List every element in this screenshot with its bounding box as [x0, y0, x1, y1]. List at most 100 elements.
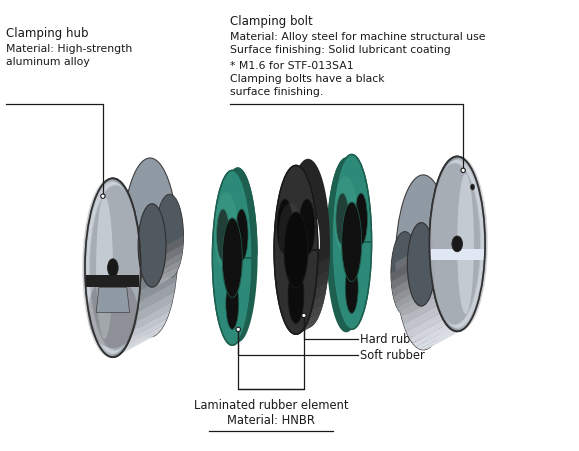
Polygon shape: [398, 277, 433, 306]
Polygon shape: [164, 252, 182, 269]
Polygon shape: [144, 271, 164, 284]
Ellipse shape: [431, 158, 486, 330]
Polygon shape: [430, 325, 468, 347]
Ellipse shape: [278, 203, 303, 262]
Polygon shape: [165, 244, 183, 262]
Polygon shape: [395, 294, 413, 308]
Ellipse shape: [430, 160, 483, 327]
Polygon shape: [283, 312, 298, 325]
Circle shape: [236, 327, 240, 331]
Ellipse shape: [432, 156, 488, 331]
Polygon shape: [397, 299, 416, 312]
Ellipse shape: [89, 184, 141, 351]
Polygon shape: [399, 288, 435, 316]
Text: Clamping bolts have a black: Clamping bolts have a black: [230, 74, 385, 84]
Ellipse shape: [214, 192, 238, 271]
Polygon shape: [157, 271, 177, 284]
Ellipse shape: [138, 204, 166, 287]
Polygon shape: [400, 303, 419, 314]
Polygon shape: [391, 272, 408, 289]
Text: Hard rubber: Hard rubber: [360, 333, 429, 346]
Polygon shape: [146, 275, 167, 286]
Polygon shape: [416, 328, 453, 349]
Polygon shape: [292, 327, 308, 334]
Polygon shape: [392, 281, 410, 296]
Polygon shape: [316, 269, 329, 288]
Text: Clamping hub: Clamping hub: [6, 27, 89, 40]
Polygon shape: [417, 272, 435, 289]
Polygon shape: [314, 281, 328, 299]
Ellipse shape: [471, 184, 475, 190]
Polygon shape: [413, 294, 431, 308]
Polygon shape: [409, 320, 446, 343]
Ellipse shape: [156, 194, 184, 278]
Text: Material: High-strength: Material: High-strength: [6, 44, 133, 54]
Ellipse shape: [431, 158, 486, 329]
Polygon shape: [289, 324, 305, 333]
Polygon shape: [212, 167, 258, 258]
Polygon shape: [408, 303, 427, 314]
Polygon shape: [299, 324, 315, 333]
Polygon shape: [296, 327, 312, 334]
Ellipse shape: [334, 176, 358, 255]
Polygon shape: [135, 292, 174, 322]
Polygon shape: [278, 293, 292, 309]
Polygon shape: [431, 249, 483, 260]
Ellipse shape: [452, 236, 463, 252]
Polygon shape: [138, 236, 156, 253]
Polygon shape: [162, 259, 181, 275]
Polygon shape: [166, 236, 184, 253]
Polygon shape: [443, 297, 479, 324]
Ellipse shape: [431, 160, 484, 328]
Polygon shape: [406, 313, 444, 338]
Polygon shape: [395, 244, 430, 274]
Polygon shape: [427, 328, 464, 349]
Polygon shape: [450, 255, 485, 285]
Circle shape: [461, 168, 466, 173]
Polygon shape: [140, 259, 178, 291]
Ellipse shape: [429, 156, 485, 331]
Ellipse shape: [391, 231, 419, 315]
Polygon shape: [318, 243, 330, 263]
Ellipse shape: [395, 175, 451, 350]
Polygon shape: [419, 264, 435, 281]
Ellipse shape: [277, 199, 293, 255]
Ellipse shape: [96, 196, 113, 339]
Polygon shape: [123, 325, 164, 350]
Polygon shape: [142, 266, 162, 280]
Ellipse shape: [299, 199, 315, 255]
Polygon shape: [86, 275, 140, 287]
Polygon shape: [332, 154, 372, 329]
Polygon shape: [149, 277, 170, 287]
Ellipse shape: [90, 185, 141, 350]
Polygon shape: [141, 259, 160, 275]
Polygon shape: [141, 248, 178, 280]
Polygon shape: [410, 299, 429, 312]
Polygon shape: [86, 271, 124, 302]
Polygon shape: [85, 259, 123, 291]
Polygon shape: [309, 303, 324, 318]
Polygon shape: [133, 302, 172, 331]
Polygon shape: [89, 292, 128, 322]
Polygon shape: [312, 293, 326, 309]
Polygon shape: [130, 311, 170, 339]
Polygon shape: [393, 288, 412, 303]
Ellipse shape: [83, 179, 138, 356]
Ellipse shape: [86, 182, 140, 354]
Polygon shape: [327, 157, 366, 332]
Polygon shape: [212, 170, 252, 345]
Polygon shape: [397, 267, 431, 296]
Ellipse shape: [336, 193, 349, 245]
Polygon shape: [102, 330, 143, 354]
Ellipse shape: [85, 178, 141, 357]
Polygon shape: [423, 331, 461, 350]
Polygon shape: [127, 318, 167, 345]
Ellipse shape: [222, 218, 242, 298]
Polygon shape: [160, 266, 179, 280]
Ellipse shape: [122, 158, 178, 337]
Ellipse shape: [217, 209, 229, 261]
Polygon shape: [155, 275, 175, 286]
Text: Surface finishing: Solid lubricant coating: Surface finishing: Solid lubricant coati…: [230, 45, 451, 55]
Polygon shape: [420, 331, 457, 350]
Polygon shape: [404, 306, 440, 332]
